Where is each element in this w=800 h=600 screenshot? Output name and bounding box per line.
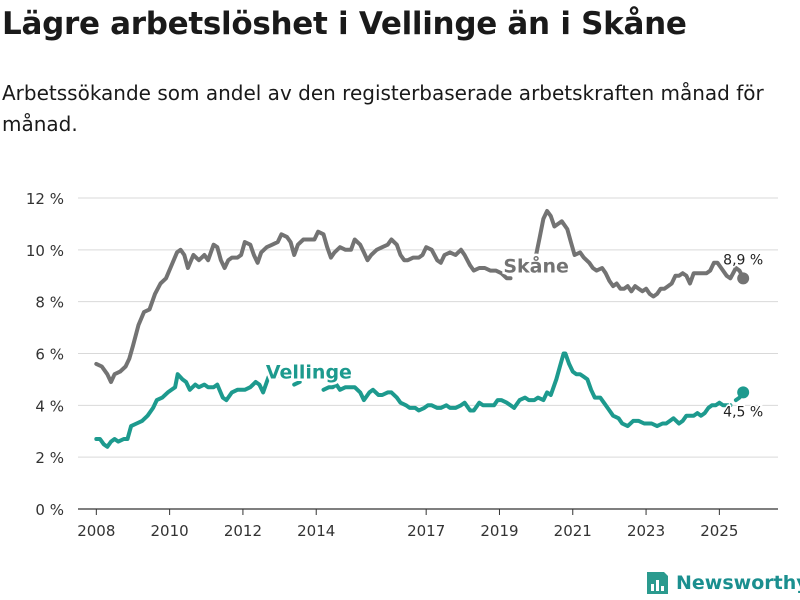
- y-tick-label: 6 %: [35, 346, 64, 364]
- series-line-skne: [534, 209, 746, 299]
- x-tick-label: 2019: [480, 522, 518, 540]
- brand-logo: Newsworthy: [644, 568, 800, 598]
- y-tick-label: 0 %: [35, 501, 64, 519]
- y-tick-label: 4 %: [35, 397, 64, 415]
- y-tick-label: 10 %: [26, 242, 64, 260]
- last-value-label-vellinge: 4,5 %: [723, 404, 763, 420]
- series-line-vellinge: [321, 351, 733, 429]
- last-point-vellinge: [737, 386, 750, 399]
- x-tick-label: 2017: [407, 522, 445, 540]
- x-tick-label: 2014: [297, 522, 335, 540]
- y-tick-label: 2 %: [35, 449, 64, 467]
- chart-subtitle: Arbetssökande som andel av den registerb…: [2, 81, 764, 136]
- y-tick-label: 8 %: [35, 294, 64, 312]
- x-tick-label: 2012: [224, 522, 262, 540]
- series-label-vellinge: Vellinge: [266, 362, 352, 384]
- chart-title: Lägre arbetslöshet i Vellinge än i Skåne: [2, 6, 687, 42]
- x-tick-label: 2025: [700, 522, 738, 540]
- series-line-vellinge: [292, 380, 302, 387]
- x-tick-label: 2023: [627, 522, 665, 540]
- x-tick-label: 2008: [77, 522, 115, 540]
- y-tick-label: 12 %: [26, 190, 64, 208]
- series-line-vellinge: [94, 369, 284, 449]
- x-tick-label: 2021: [554, 522, 592, 540]
- last-point-skne: [737, 272, 750, 285]
- series-label-skne: Skåne: [503, 253, 569, 277]
- last-value-label-skne: 8,9 %: [723, 252, 763, 268]
- x-tick-label: 2010: [151, 522, 189, 540]
- series-line-skne: [94, 229, 513, 384]
- newsworthy-logo-icon: [647, 572, 668, 594]
- brand-name: Newsworthy: [676, 572, 800, 594]
